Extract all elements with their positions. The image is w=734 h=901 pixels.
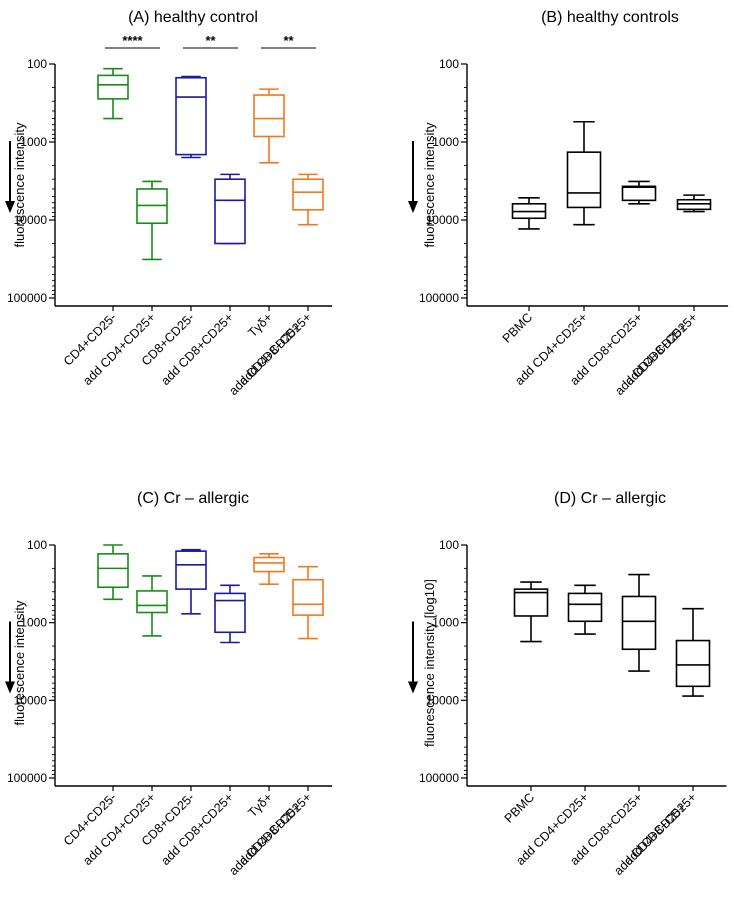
- iqr-box: [513, 588, 549, 617]
- x-category-label: add CD4+CD25+: [80, 790, 158, 868]
- x-category-label: add CD8+CD25+: [158, 310, 236, 388]
- y-tick-label: 100: [27, 57, 47, 71]
- significance-label: ****: [122, 33, 143, 48]
- x-category-label: add CD8+CD25+: [236, 790, 314, 868]
- iqr-box: [97, 553, 129, 589]
- y-tick-label: 10000: [426, 693, 460, 707]
- box-3: [621, 180, 657, 205]
- box-3: [621, 573, 657, 672]
- y-tick-label: 100: [439, 538, 459, 552]
- x-category-label: add CD8+CD25+: [236, 310, 314, 388]
- box-4: [676, 194, 712, 213]
- x-category-label: Tγδ+: [245, 310, 275, 340]
- box-1: [513, 581, 549, 643]
- x-category-label: add CD4+CD25+: [80, 310, 158, 388]
- x-category-label: PBMC: [500, 310, 535, 345]
- box-4: [214, 173, 246, 245]
- y-axis-label: fluorescence intensity: [12, 600, 27, 726]
- chart-panel-2: (B) healthy controls 100 1000 10000 100000 fl…: [408, 9, 729, 398]
- iqr-box: [292, 578, 324, 616]
- y-tick-label: 100000: [419, 771, 459, 785]
- y-axis-label: fluorescence intensity: [12, 122, 27, 248]
- box-1: [511, 197, 547, 230]
- box-4: [675, 607, 711, 697]
- iqr-box: [621, 185, 657, 202]
- box-1: [97, 67, 129, 120]
- y-axis-label: fluorescence intensity: [422, 122, 437, 248]
- iqr-box: [292, 178, 324, 211]
- y-tick-label: 1000: [20, 616, 47, 630]
- iqr-box: [175, 76, 207, 156]
- box-2: [136, 180, 168, 261]
- y-axis-label: fluorescence intensity [log10]: [422, 579, 437, 747]
- iqr-box: [675, 639, 711, 688]
- box-3: [175, 75, 207, 159]
- y-tick-label: 1000: [432, 616, 459, 630]
- iqr-box: [214, 178, 246, 245]
- box-3: [175, 548, 207, 615]
- significance-label: **: [283, 33, 294, 48]
- box-2: [567, 584, 603, 635]
- box-1: [97, 544, 129, 601]
- iqr-box: [136, 590, 168, 614]
- chart-title: (D) Cr – allergic: [554, 490, 666, 507]
- chart-title: (C) Cr – allergic: [137, 490, 249, 507]
- chart-title: (B) healthy controls: [541, 9, 679, 26]
- y-tick-label: 100000: [7, 291, 47, 305]
- box-2: [566, 120, 602, 226]
- chart-panel-3: (C) Cr – allergic 100 1000 10000 100000 fluor…: [5, 490, 333, 878]
- iqr-box: [253, 94, 285, 138]
- chart-title: (A) healthy control: [128, 9, 258, 26]
- iqr-box: [567, 592, 603, 623]
- y-tick-label: 100000: [419, 291, 459, 305]
- x-category-label: Tγδ+: [245, 790, 275, 820]
- significance-label: **: [205, 33, 216, 48]
- iqr-box: [566, 151, 602, 209]
- direction-arrow-head-icon: [408, 201, 418, 213]
- y-tick-label: 1000: [20, 135, 47, 149]
- direction-arrow-head-icon: [408, 681, 418, 694]
- box-5: [253, 553, 285, 586]
- iqr-box: [621, 595, 657, 651]
- y-tick-label: 1000: [432, 135, 459, 149]
- y-tick-label: 100000: [7, 771, 47, 785]
- x-category-label: PBMC: [502, 790, 537, 825]
- box-6: [292, 173, 324, 226]
- box-5: [253, 88, 285, 164]
- box-4: [214, 584, 246, 644]
- y-tick-label: 100: [27, 538, 47, 552]
- iqr-box: [214, 592, 246, 634]
- box-2: [136, 575, 168, 637]
- y-tick-label: 100: [439, 57, 459, 71]
- chart-panel-1: (A) healthy control 100 1000 10000 100000 flu…: [5, 9, 333, 398]
- iqr-box: [97, 74, 129, 100]
- y-tick-label: 10000: [14, 213, 48, 227]
- iqr-box: [175, 550, 207, 590]
- x-category-label: add CD8+CD25+: [158, 790, 236, 868]
- chart-panel-4: (D) Cr – allergic 100 1000 10000 100000 fluor…: [408, 490, 727, 878]
- direction-arrow-head-icon: [5, 201, 15, 213]
- y-tick-label: 10000: [426, 213, 460, 227]
- y-tick-label: 10000: [14, 693, 48, 707]
- direction-arrow-head-icon: [5, 681, 15, 694]
- box-6: [292, 565, 324, 640]
- iqr-box: [253, 556, 285, 573]
